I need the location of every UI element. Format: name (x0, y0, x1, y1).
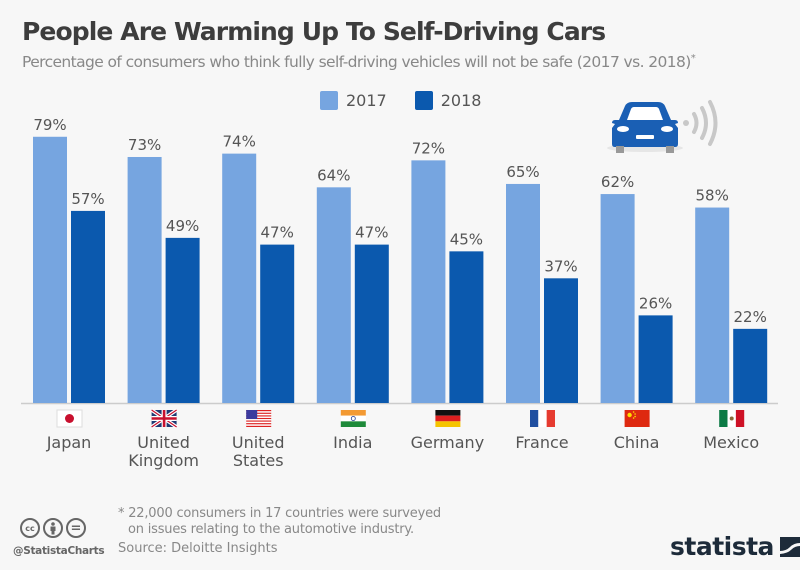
bar-2017 (695, 207, 730, 403)
bar-value-label: 58% (696, 187, 729, 205)
bar-2018 (449, 251, 484, 403)
license-icons: cc = (20, 518, 86, 538)
car-windshield (627, 107, 663, 120)
category-label: States (233, 451, 284, 470)
bar-value-label: 37% (544, 257, 577, 275)
bar-2017 (506, 183, 540, 403)
car-headlight-left (617, 126, 629, 132)
person-glyph (50, 521, 56, 534)
bar-value-label: 49% (166, 217, 199, 235)
bar-value-label: 74% (223, 133, 256, 151)
wireless-signal-icon (683, 100, 718, 146)
bar-value-label: 22% (734, 308, 767, 326)
bar-value-label: 47% (261, 224, 294, 242)
mexico-flag (719, 410, 745, 427)
category-label: France (515, 433, 568, 452)
legend-item-2018: 2018 (414, 91, 482, 110)
france-flag (530, 410, 555, 427)
category-label: United (232, 433, 285, 452)
bar-2018 (544, 278, 578, 403)
attribution-icon (43, 518, 63, 538)
bar-value-label: 72% (412, 139, 445, 157)
category-label: United (137, 433, 190, 452)
bar-2018 (733, 328, 768, 403)
bar-value-label: 62% (601, 173, 634, 191)
legend: 2017 2018 (320, 91, 509, 110)
bar-2017 (316, 187, 351, 403)
category-label: Japan (46, 433, 92, 452)
bar-value-label: 26% (639, 294, 672, 312)
footnote: * 22,000 consumers in 17 countries were … (118, 506, 441, 538)
bar-value-label: 65% (506, 163, 539, 181)
chart-title: People Are Warming Up To Self-Driving Ca… (22, 17, 606, 46)
legend-item-2017: 2017 (320, 91, 387, 110)
statista-logo: statista (670, 532, 800, 561)
chart-subtitle: Percentage of consumers who think fully … (22, 53, 696, 72)
category-label: Mexico (703, 433, 759, 452)
bar-2017 (222, 153, 257, 403)
creative-commons-icon: cc (20, 518, 40, 538)
bar-2017 (33, 136, 67, 403)
category-label: India (333, 433, 372, 452)
bar-2017 (127, 156, 162, 403)
category-label: China (614, 433, 660, 452)
bar-value-label: 45% (450, 230, 483, 248)
us-flag (246, 410, 272, 427)
uk-flag (150, 408, 178, 429)
car-grille (636, 135, 654, 139)
bar-value-label: 73% (128, 136, 161, 154)
bar-chart: 79%57%Japan73%49%UnitedKingdom74%47%Unit… (21, 116, 778, 470)
india-flag (340, 410, 366, 427)
subtitle-text: Percentage of consumers who think fully … (22, 53, 691, 72)
source-note: Source: Deloitte Insights (118, 541, 278, 556)
category-label: Germany (411, 433, 485, 452)
bar-value-label: 57% (71, 190, 104, 208)
car-body (612, 102, 678, 153)
legend-swatch-2018 (414, 91, 433, 110)
bar-2017 (411, 160, 446, 403)
bar-value-label: 47% (355, 224, 388, 242)
self-driving-car-icon (607, 100, 718, 153)
no-derivatives-icon: = (66, 518, 86, 538)
footnote-line-1: * 22,000 consumers in 17 countries were … (118, 506, 441, 521)
bar-2018 (354, 244, 389, 403)
car-headlight-right (661, 126, 673, 132)
legend-label-2018: 2018 (440, 91, 482, 110)
bar-2018 (260, 244, 295, 403)
japan-flag (56, 409, 83, 428)
subtitle-footnote-marker: * (690, 53, 696, 64)
legend-swatch-2017 (320, 91, 338, 110)
bar-2017 (600, 194, 635, 403)
statista-wordmark: statista (670, 532, 774, 561)
statista-logo-icon (779, 536, 800, 557)
footnote-line-2: on issues relating to the automotive ind… (128, 522, 414, 537)
bar-value-label: 79% (33, 116, 66, 134)
category-label: Kingdom (128, 451, 199, 470)
china-flag (624, 410, 650, 427)
bar-2018 (638, 315, 673, 403)
legend-label-2017: 2017 (346, 91, 387, 110)
germany-flag (435, 410, 461, 427)
bar-2018 (165, 237, 200, 403)
bar-2018 (71, 210, 105, 403)
twitter-handle: @StatistaCharts (13, 545, 105, 557)
bar-value-label: 64% (317, 166, 350, 184)
